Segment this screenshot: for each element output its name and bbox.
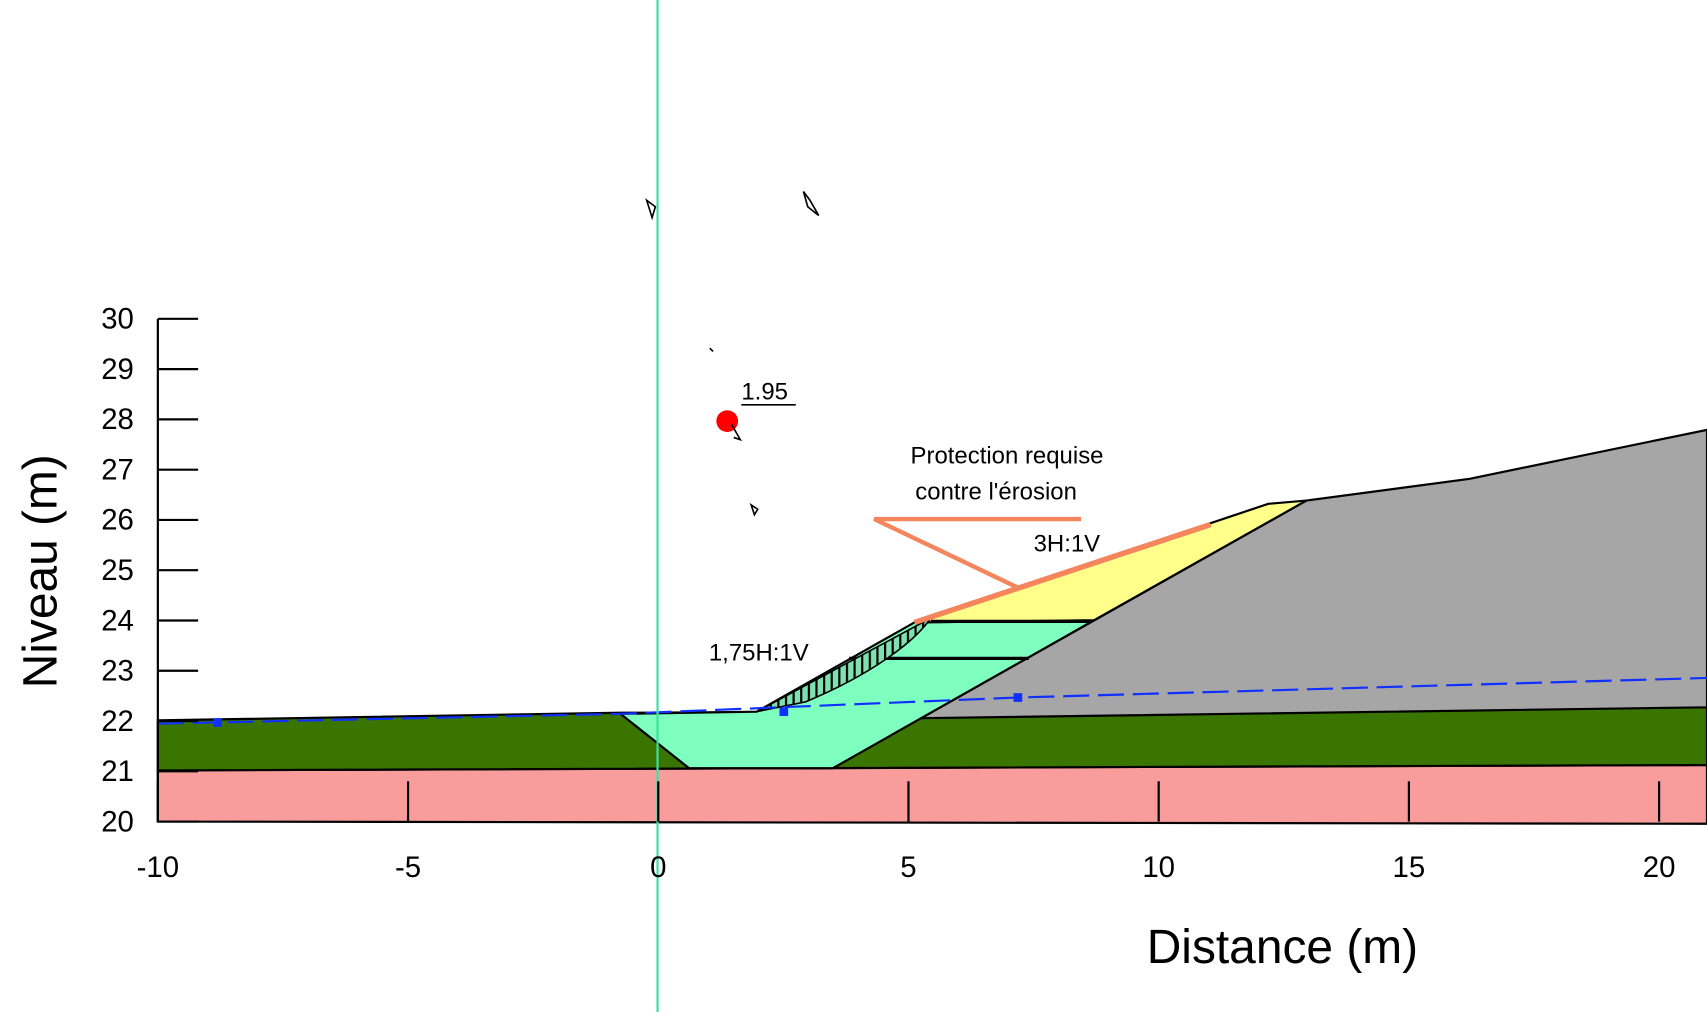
x-tick-label: 0 (650, 851, 666, 884)
y-tick-label: 24 (101, 604, 134, 637)
y-tick-label: 27 (101, 453, 134, 486)
y-tick-label: 29 (101, 353, 134, 386)
y-tick-label: 30 (101, 303, 134, 336)
core (921, 430, 1707, 718)
x-tick-label: 5 (900, 851, 916, 884)
x-tick-label: 10 (1142, 851, 1175, 884)
y-tick-label: 20 (101, 805, 134, 838)
annotation: Protection requise (911, 443, 1104, 470)
x-tick-label: -5 (395, 851, 421, 884)
soil-layers (158, 0, 1707, 1012)
slope-label: 3H:1V (1034, 531, 1101, 558)
slope-section: -10 -5 0 5 10 15 20 20 21 22 23 24 25 26 27 28 29 30 1.95… (0, 0, 1707, 1012)
slope-label: 1,75H:1V (709, 640, 809, 667)
x-tick-label: 15 (1393, 851, 1426, 884)
y-tick-label: 26 (101, 504, 134, 537)
marker (647, 192, 819, 515)
x-tick-label: -10 (137, 851, 179, 884)
base-layer (158, 765, 1707, 824)
y-axis-title: Niveau (m) (15, 454, 68, 688)
annotation: contre l'érosion (915, 478, 1077, 505)
x-axis-title: Distance (m) (1147, 921, 1418, 974)
water-point (213, 718, 222, 727)
safety-factor: 1.95 (741, 378, 788, 405)
y-tick-label: 23 (101, 655, 134, 688)
y-tick-label: 22 (101, 705, 134, 738)
water-point (1014, 693, 1023, 702)
y-tick-label: 25 (101, 554, 134, 587)
water-point (779, 707, 788, 716)
y-tick-label: 28 (101, 403, 134, 436)
y-tick-label: 21 (101, 755, 134, 788)
x-tick-label: 20 (1643, 851, 1676, 884)
